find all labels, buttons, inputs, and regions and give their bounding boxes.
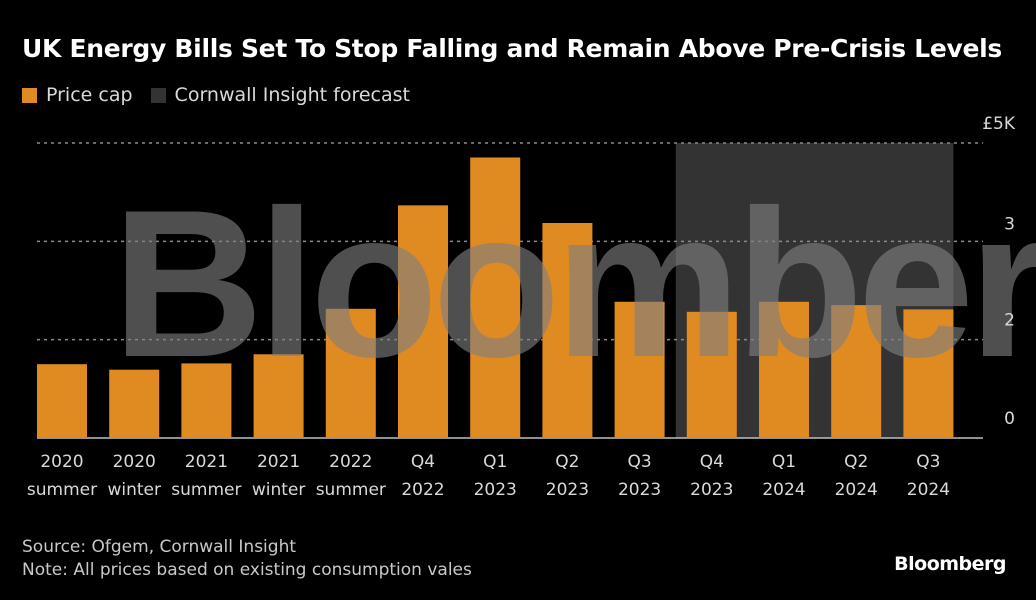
x-tick-label-line1: Q4 <box>700 452 724 472</box>
x-tick-label-line2: summer <box>27 480 97 500</box>
note-text: Note: All prices based on existing consu… <box>22 560 472 580</box>
y-tick-label: 0 <box>1004 409 1015 429</box>
x-tick-label-line2: 2023 <box>690 480 733 500</box>
x-tick-label-line2: winter <box>252 480 306 500</box>
bar-12 <box>903 309 954 438</box>
y-tick-label: 2 <box>1004 311 1015 331</box>
legend: Price cap Cornwall Insight forecast <box>22 84 428 106</box>
x-tick-label-line2: summer <box>316 480 386 500</box>
x-tick-label-line1: Q1 <box>483 452 507 472</box>
bar-8 <box>614 301 665 438</box>
x-tick-label-line2: 2024 <box>835 480 878 500</box>
x-tick-label-line1: Q1 <box>772 452 796 472</box>
x-tick-label-line1: 2021 <box>185 452 228 472</box>
bloomberg-logo: Bloomberg <box>894 553 1006 575</box>
x-tick-label-line1: 2020 <box>40 452 83 472</box>
x-tick-label-line1: 2021 <box>257 452 300 472</box>
bar-5 <box>398 205 448 438</box>
legend-item-forecast: Cornwall Insight forecast <box>150 84 410 106</box>
source-text: Source: Ofgem, Cornwall Insight <box>22 537 297 557</box>
bar-10 <box>759 301 809 438</box>
bar-7 <box>542 222 593 438</box>
x-tick-label-line2: 2024 <box>907 480 950 500</box>
bar-0 <box>37 364 87 438</box>
bar-1 <box>109 369 160 438</box>
x-tick-label-line2: summer <box>171 480 241 500</box>
bar-4 <box>325 308 376 438</box>
source-note: Source: Ofgem, Cornwall Insight Note: Al… <box>22 536 472 582</box>
x-tick-label-line1: 2022 <box>329 452 372 472</box>
x-tick-label-line2: 2024 <box>762 480 805 500</box>
bar-9 <box>686 311 737 438</box>
chart-title: UK Energy Bills Set To Stop Falling and … <box>22 34 1003 63</box>
x-tick-label-line1: Q4 <box>411 452 435 472</box>
x-tick-label-line1: Q3 <box>916 452 940 472</box>
legend-item-price-cap: Price cap <box>22 84 133 106</box>
x-tick-label-line2: 2023 <box>618 480 661 500</box>
bar-11 <box>831 305 882 438</box>
x-tick-label-line2: 2023 <box>546 480 589 500</box>
legend-swatch-price-cap <box>22 87 37 103</box>
bar-6 <box>470 157 521 438</box>
x-tick-label-line2: 2022 <box>401 480 444 500</box>
legend-swatch-forecast <box>150 87 166 103</box>
legend-label-price-cap: Price cap <box>46 84 133 106</box>
y-tick-label: 3 <box>1004 214 1015 234</box>
x-tick-label-line1: 2020 <box>113 452 156 472</box>
y-tick-label: £5K <box>982 114 1016 134</box>
x-tick-label-line2: winter <box>107 480 161 500</box>
watermark: Bloomberg <box>112 166 1036 401</box>
bar-3 <box>253 354 304 438</box>
bar-2 <box>181 363 232 438</box>
x-tick-label-line1: Q2 <box>844 452 868 472</box>
x-tick-label-line2: 2023 <box>474 480 517 500</box>
x-tick-label-line1: Q2 <box>555 452 579 472</box>
x-tick-label-line1: Q3 <box>627 452 651 472</box>
legend-label-forecast: Cornwall Insight forecast <box>174 84 410 106</box>
